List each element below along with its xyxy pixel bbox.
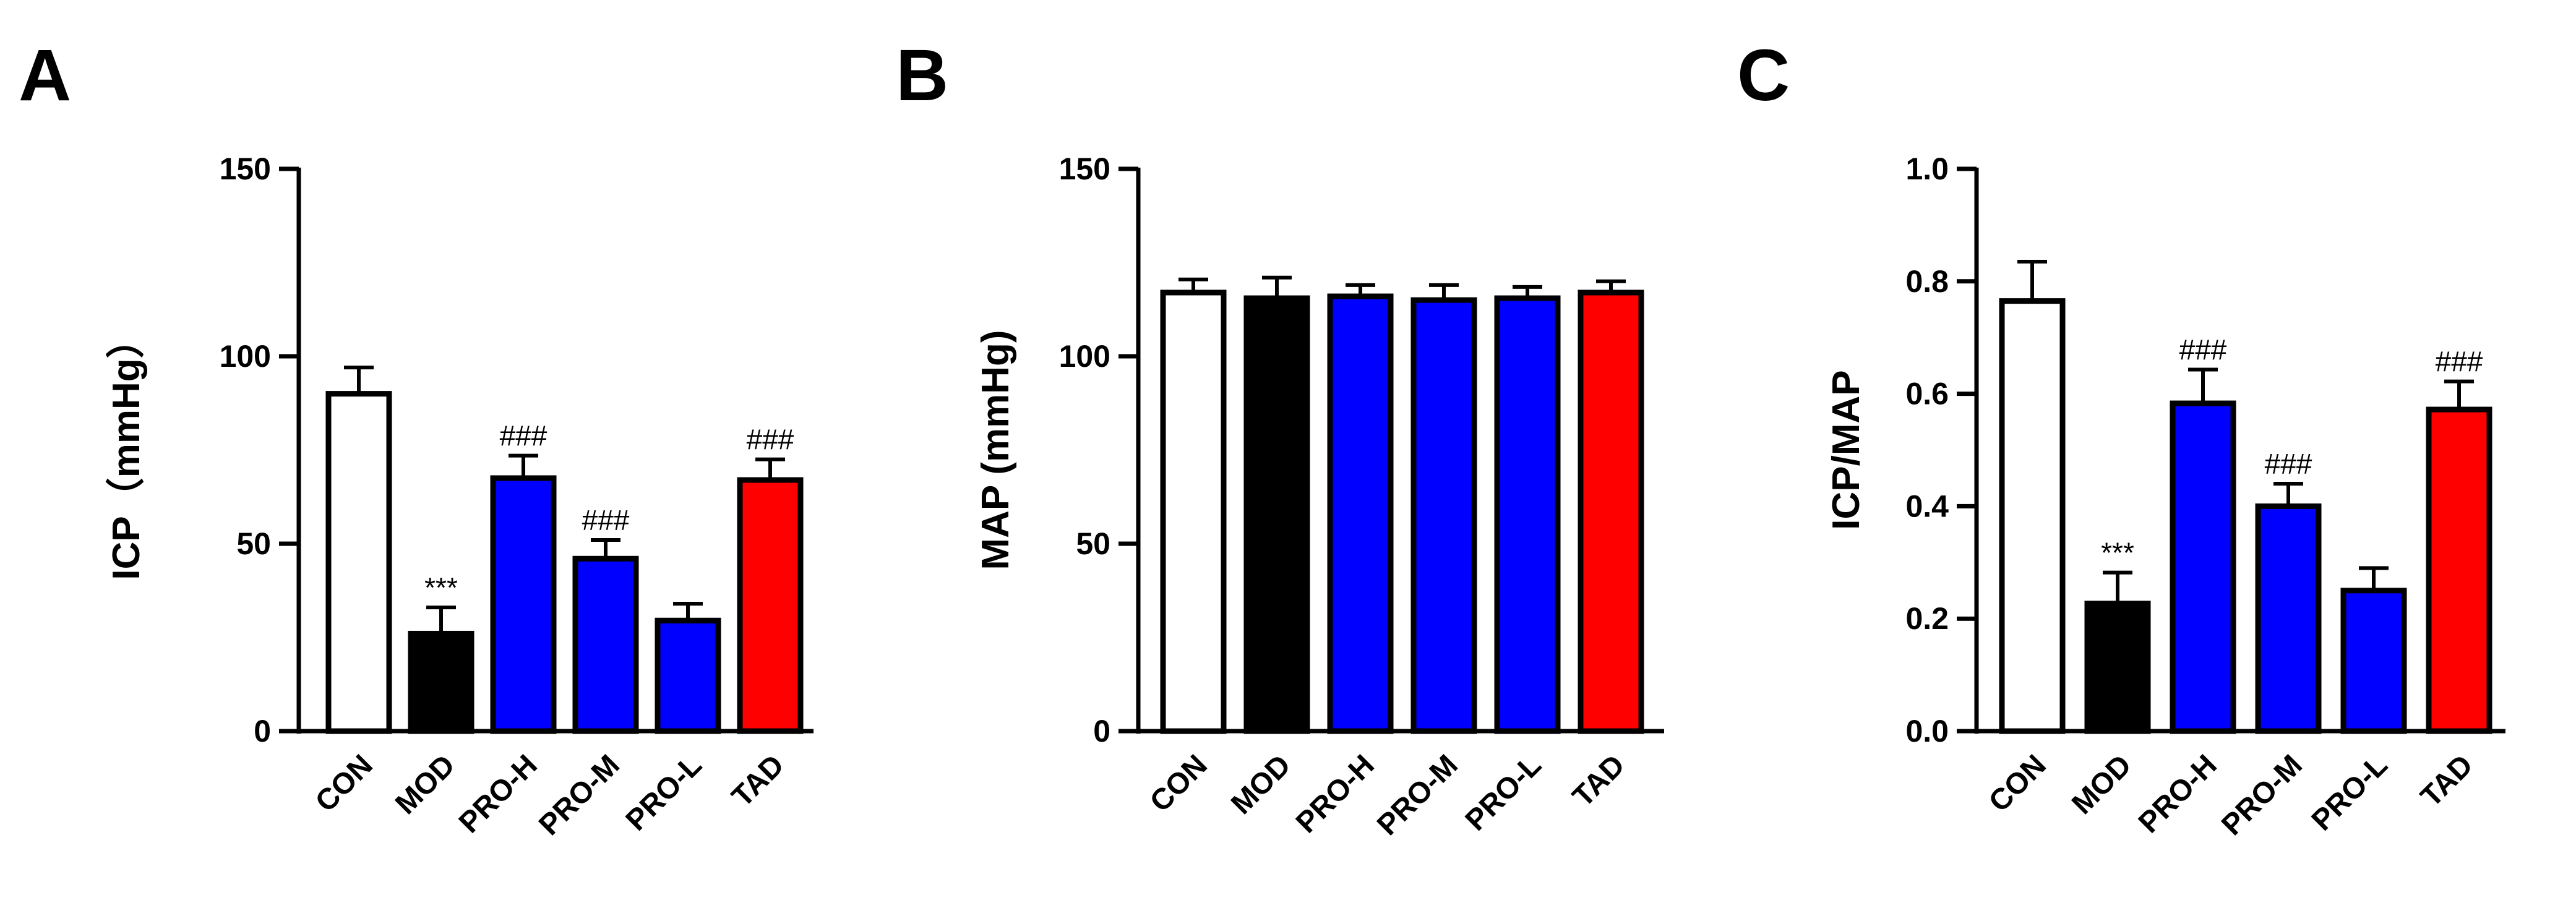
y-axis-label: ICP（mmHg） <box>105 320 148 580</box>
y-tick-label: 0.6 <box>1905 377 1949 411</box>
bar-pro-l <box>2340 588 2407 734</box>
bar-pro-h <box>2170 400 2236 734</box>
significance-label: ### <box>2436 346 2483 378</box>
bar-tad <box>737 477 804 734</box>
category-label: PRO-M <box>1371 748 1464 842</box>
y-tick-label: 1.0 <box>1905 152 1949 186</box>
y-tick-label: 100 <box>220 339 271 374</box>
bar-pro-m <box>2255 503 2322 734</box>
panel-letter: A <box>19 35 71 116</box>
y-tick-label: 0.4 <box>1905 489 1949 523</box>
y-tick-label: 150 <box>220 152 271 186</box>
category-label: PRO-L <box>2306 748 2394 837</box>
y-tick-label: 0 <box>254 714 271 748</box>
bar-pro-m <box>572 555 639 734</box>
category-label: CON <box>1144 748 1214 818</box>
category-label: MOD <box>389 748 462 821</box>
y-tick-label: 0.8 <box>1905 264 1949 299</box>
category-label: CON <box>309 748 379 818</box>
bar-tad <box>1578 289 1644 734</box>
category-label: PRO-L <box>620 748 708 837</box>
bar-mod <box>408 630 474 734</box>
significance-label: ### <box>2265 448 2312 480</box>
significance-label: ### <box>747 424 794 456</box>
y-axis-label: MAP (mmHg) <box>974 330 1017 570</box>
panel-b: B 0 50 100 150 MAP (mmHg) CON MODPRO-HPRO-MPRO-… <box>896 35 1664 842</box>
y-tick-label: 50 <box>236 526 271 561</box>
category-label: MOD <box>1225 748 1297 821</box>
y-axis-label: ICP/MAP <box>1825 370 1868 529</box>
category-label: CON <box>1983 748 2053 818</box>
category-label: PRO-H <box>453 748 544 839</box>
bar-pro-l <box>655 617 721 734</box>
y-tick-label: 0.2 <box>1905 601 1949 636</box>
category-label: TAD <box>1566 748 1631 813</box>
panel-a: A 0 50 100 150 ICP（mmHg） CON *** MOD ### PRO-H ### P… <box>19 35 814 842</box>
y-tick-label: 0.0 <box>1905 714 1949 748</box>
category-label: PRO-L <box>1459 748 1548 837</box>
y-tick-label: 150 <box>1059 152 1110 186</box>
significance-label: *** <box>2101 537 2134 569</box>
panel-letter: B <box>896 35 948 116</box>
y-tick-label: 100 <box>1059 339 1110 374</box>
bar-con <box>1999 298 2066 734</box>
bar-pro-h <box>1327 293 1394 734</box>
category-label: MOD <box>2066 748 2138 821</box>
category-label: PRO-H <box>1290 748 1381 839</box>
significance-label: ### <box>500 420 547 452</box>
significance-label: *** <box>424 572 458 604</box>
bar-pro-m <box>1410 297 1477 734</box>
bar-pro-h <box>490 475 557 734</box>
significance-label: ### <box>2179 334 2227 366</box>
bar-tad <box>2426 406 2492 734</box>
category-label: TAD <box>2415 748 2479 813</box>
bar-mod <box>2084 601 2151 734</box>
panel-letter: C <box>1737 35 1790 116</box>
bar-mod <box>1243 295 1310 734</box>
category-label: PRO-H <box>2132 748 2223 839</box>
category-label: PRO-M <box>2215 748 2309 842</box>
significance-label: ### <box>582 504 630 536</box>
bar-con <box>325 391 392 734</box>
panel-c: C 0.0 0.2 0.4 0.6 0.8 1.0 ICP/MAP CON *** MOD ### PR… <box>1737 35 2505 842</box>
bar-pro-l <box>1494 295 1561 734</box>
y-tick-label: 50 <box>1076 526 1110 561</box>
category-label: PRO-M <box>533 748 626 842</box>
bar-con <box>1160 289 1227 734</box>
category-label: TAD <box>726 748 791 813</box>
y-tick-label: 0 <box>1093 714 1110 748</box>
